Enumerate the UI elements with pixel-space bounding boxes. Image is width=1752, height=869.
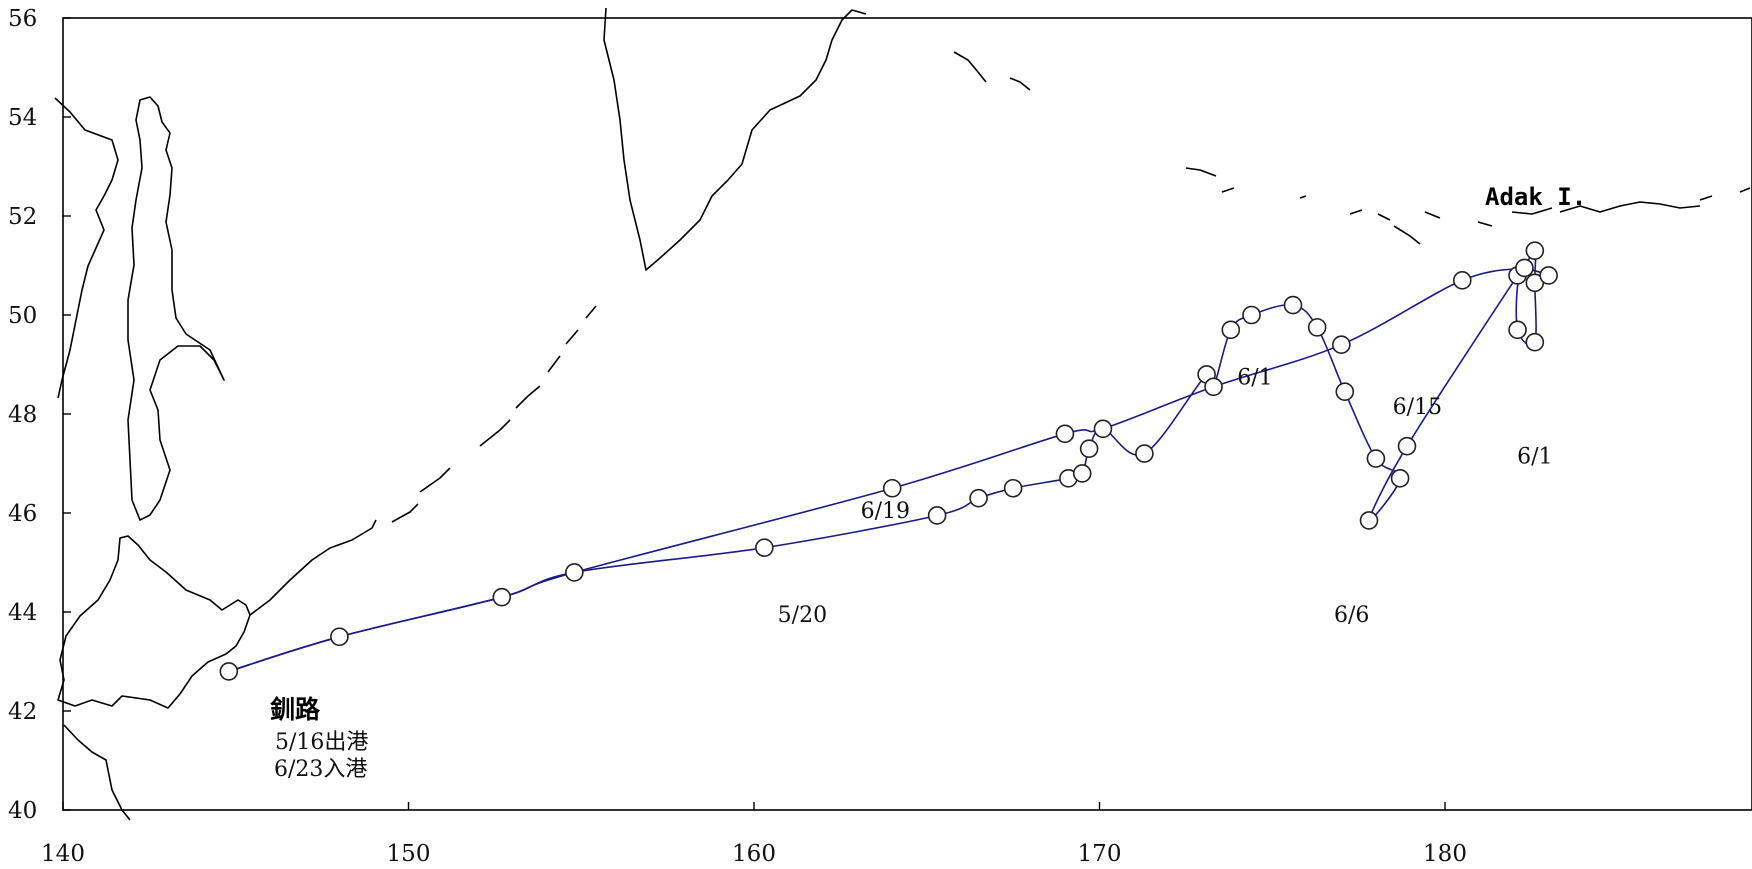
station-marker <box>1135 444 1154 463</box>
lon-tick-label: 140 <box>41 841 85 867</box>
date-label: 6/1 <box>1237 365 1272 390</box>
lat-tick-label: 54 <box>8 105 37 131</box>
lat-tick-label: 40 <box>8 798 37 824</box>
station-marker <box>1283 295 1303 315</box>
station-marker <box>330 627 349 647</box>
observation-stations <box>219 241 1558 681</box>
station-marker <box>1390 469 1410 488</box>
kuril-islands <box>249 305 597 616</box>
station-marker <box>1055 424 1075 444</box>
lat-tick-label: 42 <box>8 699 37 725</box>
lon-tick-label: 180 <box>1423 841 1467 867</box>
aleutian-islands <box>1185 167 1751 245</box>
date-annotations: 5/20 6/19 6/1 6/15 6/1 6/6 <box>778 365 1553 628</box>
station-marker <box>1397 436 1417 456</box>
latitude-axis: 56 54 52 50 48 46 44 42 40 <box>8 6 71 824</box>
port-name-label: 釧路 <box>270 695 321 724</box>
date-label: 6/6 <box>1334 603 1369 628</box>
station-marker <box>1307 318 1327 337</box>
return-ship-track <box>228 267 1525 673</box>
lon-tick-label: 160 <box>732 841 776 867</box>
adak-island-label: Adak I. <box>1485 183 1586 211</box>
station-marker <box>1079 439 1099 458</box>
station-marker <box>755 538 774 557</box>
station-marker <box>1539 266 1558 285</box>
station-marker <box>1515 258 1534 278</box>
station-marker <box>969 488 988 508</box>
station-marker <box>219 662 239 681</box>
station-marker <box>1452 271 1472 290</box>
longitude-axis: 140 150 160 170 180 <box>41 802 1467 867</box>
date-label: 5/20 <box>778 603 827 628</box>
station-marker <box>1525 241 1545 260</box>
station-marker <box>1204 377 1223 397</box>
lat-tick-label: 46 <box>8 501 37 527</box>
station-marker <box>1242 305 1261 325</box>
sakhalin-coast <box>127 96 225 521</box>
asia-coast <box>54 97 119 399</box>
arrival-label: 6/23入港 <box>274 757 367 782</box>
plot-frame <box>62 17 1752 811</box>
station-marker <box>882 478 902 498</box>
station-marker <box>1072 464 1092 483</box>
honshu-coast <box>63 724 131 821</box>
hokkaido-coast <box>57 535 251 709</box>
station-marker <box>1221 320 1241 340</box>
date-label: 6/19 <box>861 499 910 524</box>
station-marker <box>927 506 947 525</box>
station-marker <box>565 563 584 582</box>
station-marker <box>1332 335 1351 355</box>
date-label: 6/1 <box>1517 445 1552 470</box>
station-marker <box>492 587 512 607</box>
station-marker <box>1366 449 1386 468</box>
station-marker <box>1093 419 1113 439</box>
kamchatka-coast <box>603 7 867 271</box>
station-marker <box>1508 320 1527 340</box>
station-marker <box>1359 511 1379 530</box>
lat-tick-label: 52 <box>8 204 37 230</box>
lat-tick-label: 48 <box>8 402 37 428</box>
coastlines <box>54 7 1751 821</box>
date-label: 6/15 <box>1393 395 1442 420</box>
station-marker <box>1003 478 1023 498</box>
station-marker <box>1335 382 1355 402</box>
commander-islands <box>953 51 1031 91</box>
lat-tick-label: 44 <box>8 600 37 626</box>
station-marker <box>1525 332 1545 352</box>
lat-tick-label: 50 <box>8 303 37 329</box>
lat-tick-label: 56 <box>8 6 37 32</box>
lon-tick-label: 170 <box>1078 841 1122 867</box>
departure-label: 5/16出港 <box>275 730 368 755</box>
lon-tick-label: 150 <box>387 841 431 867</box>
